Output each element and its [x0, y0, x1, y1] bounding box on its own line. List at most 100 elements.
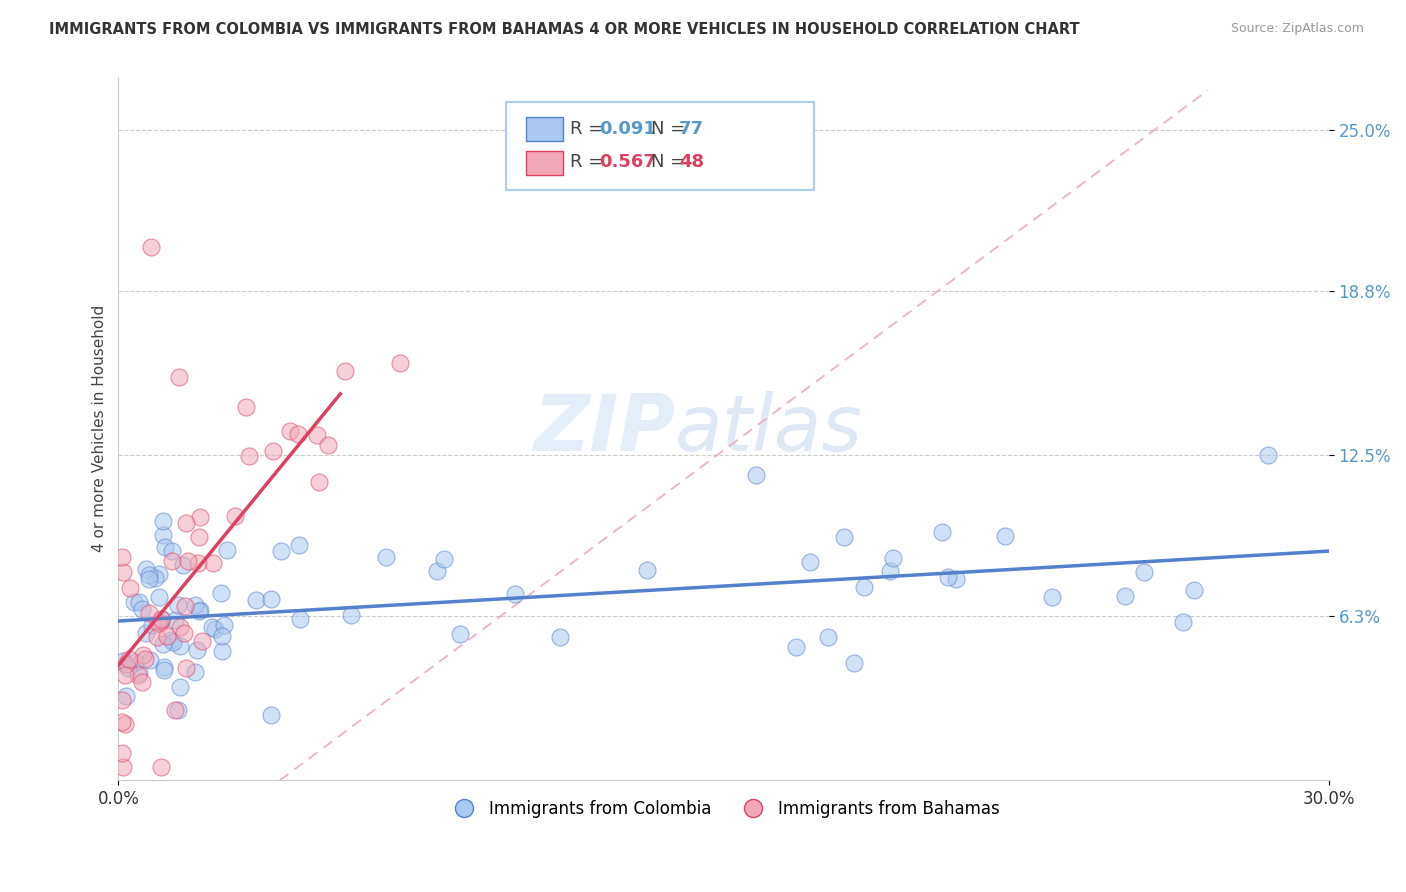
Point: [211, 644, 233, 658]
Point: [375, 549, 398, 564]
Point: [188, 603, 211, 617]
Point: [212, 617, 235, 632]
Point: [288, 612, 311, 626]
Text: N =: N =: [651, 153, 690, 171]
Point: [115, 690, 138, 704]
Point: [316, 438, 339, 452]
Point: [111, 693, 134, 707]
Point: [1133, 566, 1156, 580]
Point: [184, 665, 207, 679]
Point: [288, 538, 311, 552]
FancyBboxPatch shape: [526, 151, 562, 175]
Point: [994, 528, 1017, 542]
Text: 48: 48: [679, 153, 704, 171]
Point: [138, 606, 160, 620]
Point: [111, 747, 134, 761]
Point: [173, 599, 195, 614]
Text: Source: ZipAtlas.com: Source: ZipAtlas.com: [1230, 22, 1364, 36]
Point: [146, 630, 169, 644]
Point: [162, 635, 184, 649]
Point: [260, 592, 283, 607]
Point: [235, 401, 257, 415]
Point: [135, 562, 157, 576]
Point: [114, 657, 136, 672]
Point: [191, 633, 214, 648]
Point: [166, 598, 188, 612]
Point: [202, 556, 225, 570]
Point: [305, 428, 328, 442]
Point: [270, 544, 292, 558]
Point: [118, 651, 141, 665]
Point: [149, 615, 172, 630]
Text: ZIP: ZIP: [533, 391, 675, 467]
Point: [260, 707, 283, 722]
Point: [152, 514, 174, 528]
Point: [131, 602, 153, 616]
Point: [278, 425, 301, 439]
Point: [188, 509, 211, 524]
Point: [139, 240, 162, 254]
Point: [426, 564, 449, 578]
Point: [388, 356, 411, 370]
Point: [160, 633, 183, 648]
Point: [204, 622, 226, 636]
Point: [433, 552, 456, 566]
Point: [153, 540, 176, 554]
Point: [340, 608, 363, 623]
Point: [183, 598, 205, 612]
Text: N =: N =: [651, 120, 690, 137]
Point: [167, 369, 190, 384]
Text: 0.567: 0.567: [599, 153, 655, 171]
Point: [135, 626, 157, 640]
Point: [882, 551, 904, 566]
Point: [449, 627, 471, 641]
Point: [262, 444, 284, 458]
Point: [152, 528, 174, 542]
Point: [152, 637, 174, 651]
Point: [150, 612, 173, 626]
Point: [138, 568, 160, 582]
Point: [832, 530, 855, 544]
Point: [163, 613, 186, 627]
Point: [745, 468, 768, 483]
Point: [1114, 589, 1136, 603]
Point: [124, 655, 146, 669]
Text: 77: 77: [679, 120, 704, 137]
Point: [945, 573, 967, 587]
Point: [879, 565, 901, 579]
Point: [149, 760, 172, 774]
Point: [548, 630, 571, 644]
Point: [308, 475, 330, 490]
Text: R =: R =: [569, 120, 609, 137]
Text: R =: R =: [569, 153, 609, 171]
Point: [166, 703, 188, 717]
Point: [636, 563, 658, 577]
Point: [844, 656, 866, 670]
Point: [174, 516, 197, 530]
Point: [148, 615, 170, 630]
Point: [215, 542, 238, 557]
Point: [118, 582, 141, 596]
Point: [134, 652, 156, 666]
Point: [333, 364, 356, 378]
Point: [127, 668, 149, 682]
Point: [114, 668, 136, 682]
Point: [112, 654, 135, 668]
Point: [122, 594, 145, 608]
Point: [799, 555, 821, 569]
Point: [114, 717, 136, 731]
Point: [111, 550, 134, 565]
Point: [128, 666, 150, 681]
Point: [1257, 448, 1279, 462]
Point: [224, 508, 246, 523]
Point: [132, 648, 155, 662]
Point: [160, 554, 183, 568]
Point: [111, 714, 134, 729]
Point: [186, 643, 208, 657]
Point: [172, 558, 194, 573]
Point: [209, 586, 232, 600]
Point: [169, 680, 191, 694]
Point: [143, 571, 166, 585]
Point: [177, 553, 200, 567]
Point: [148, 567, 170, 582]
